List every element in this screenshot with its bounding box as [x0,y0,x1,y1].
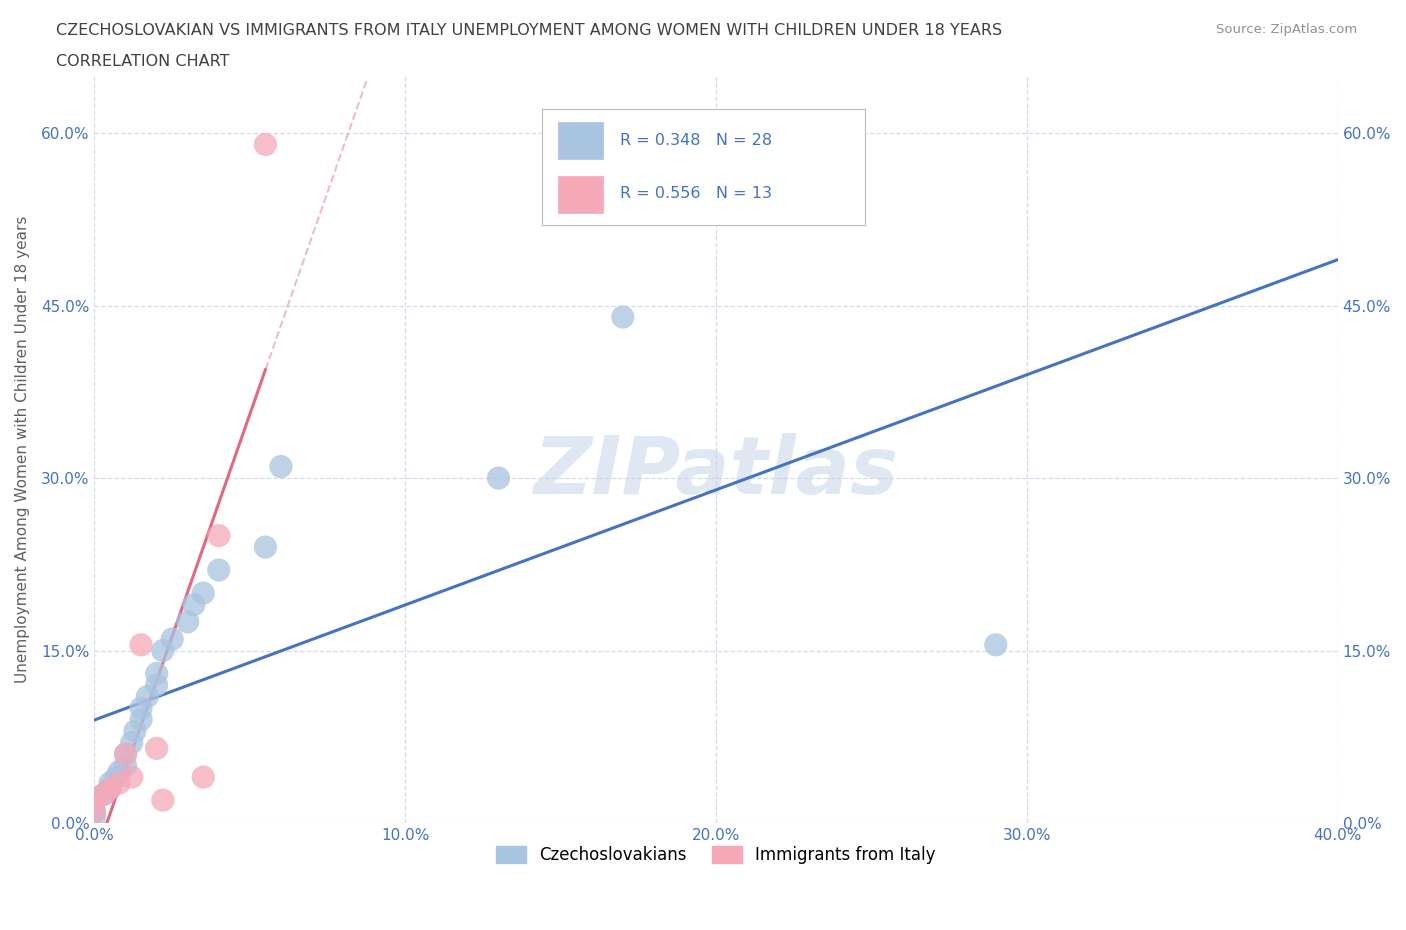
Point [129,637,152,652]
Point [193,586,215,601]
Point [208,528,231,543]
Point [193,770,215,785]
Point [83,810,105,825]
Point [98,781,121,796]
Point [114,747,136,762]
Text: CZECHOSLOVAKIAN VS IMMIGRANTS FROM ITALY UNEMPLOYMENT AMONG WOMEN WITH CHILDREN : CZECHOSLOVAKIAN VS IMMIGRANTS FROM ITALY… [56,23,1002,38]
Point [984,637,1007,652]
Point [152,792,174,807]
Point [83,792,105,807]
Text: CORRELATION CHART: CORRELATION CHART [56,54,229,69]
Point [83,792,105,807]
Point [129,700,152,715]
Point [488,471,510,485]
Point [93,787,115,802]
Point [183,597,205,612]
Point [98,781,121,796]
Legend: Czechoslovakians, Immigrants from Italy: Czechoslovakians, Immigrants from Italy [489,840,942,870]
Point [121,736,143,751]
Point [129,712,152,727]
Point [270,459,292,474]
Point [124,724,146,738]
Point [121,770,143,785]
Point [160,631,183,646]
Point [83,804,105,819]
Point [145,666,167,681]
Point [254,137,277,152]
Point [612,310,634,325]
Point [93,787,115,802]
Point [114,747,136,762]
Point [114,758,136,773]
Point [208,563,231,578]
Point [145,741,167,756]
Point [177,615,200,630]
Point [105,770,128,785]
Point [108,776,131,790]
Y-axis label: Unemployment Among Women with Children Under 18 years: Unemployment Among Women with Children U… [15,216,30,683]
Point [83,804,105,819]
Point [254,539,277,554]
Point [108,764,131,778]
Point [145,678,167,693]
Text: ZIPatlas: ZIPatlas [533,432,898,511]
Point [136,689,159,704]
Point [98,776,121,790]
Point [152,644,174,658]
Text: Source: ZipAtlas.com: Source: ZipAtlas.com [1216,23,1357,36]
